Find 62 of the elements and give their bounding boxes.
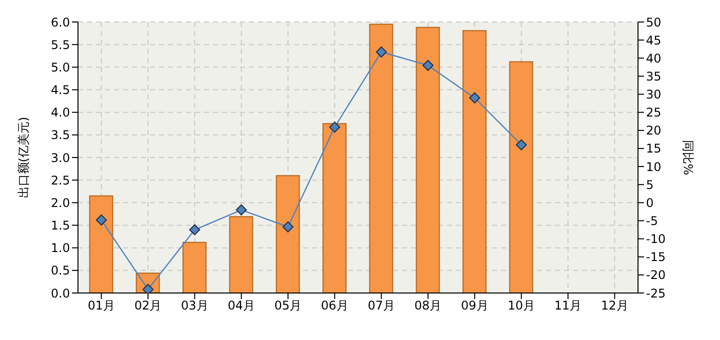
bar	[322, 123, 346, 293]
y-tick-label: 2.0	[50, 196, 70, 210]
y2-tick-label: 50	[646, 15, 662, 30]
x-tick-label: 04月	[228, 298, 255, 313]
bar	[182, 242, 206, 293]
point	[516, 139, 527, 150]
x-tick-label: 11月	[554, 298, 582, 313]
bar	[89, 195, 114, 293]
bar	[509, 61, 534, 293]
point	[376, 46, 387, 58]
x-tick-label: 03月	[181, 298, 208, 313]
bar	[276, 175, 300, 293]
y-tick-label: 6.0	[50, 15, 70, 30]
y-tick-label: 5.5	[50, 38, 70, 52]
bar	[462, 30, 486, 293]
y-tick-label: 2.5	[50, 173, 70, 188]
y2-tick-label: -25	[646, 286, 666, 300]
x-tick-label: 01月	[88, 298, 115, 313]
y2-tick-label: 20	[646, 124, 662, 138]
y2-axis-title: 同比%	[680, 140, 695, 176]
x-tick-label: 05月	[274, 298, 302, 313]
y-tick-label: 1.5	[50, 218, 70, 233]
y2-tick-label: 30	[646, 88, 662, 102]
y-tick-label: 3.0	[50, 150, 70, 165]
point	[96, 214, 107, 226]
y2-tick-label: 25	[646, 106, 662, 120]
y2-tick-label: 35	[646, 69, 662, 84]
y2-tick-label: 0	[646, 196, 654, 210]
y-tick-label: 4.0	[50, 106, 70, 120]
y-tick-label: 3.5	[50, 128, 70, 142]
point	[282, 221, 294, 232]
y2-tick-label: -5	[646, 214, 658, 228]
y2-tick-label: 40	[646, 51, 662, 66]
bar	[416, 26, 440, 293]
point	[142, 284, 154, 293]
point	[236, 204, 247, 216]
x-tick-label: 12月	[601, 298, 628, 313]
x-tick-label: 02月	[134, 298, 162, 313]
y-tick-label: 4.5	[50, 83, 70, 98]
y-tick-label: 1.0	[50, 241, 70, 256]
x-tick-label: 07月	[368, 298, 395, 313]
y-axis-title: 出口额(亿美元)	[16, 116, 30, 198]
x-tick-label: 09月	[461, 298, 488, 313]
x-tick-label: 06月	[321, 298, 348, 313]
x-tick-label: 08月	[414, 298, 442, 313]
point	[189, 224, 200, 236]
bar	[229, 216, 254, 293]
y2-tick-label: -10	[646, 232, 666, 246]
y-tick-label: 0.0	[50, 286, 70, 300]
y2-tick-label: 45	[646, 33, 662, 48]
y-tick-label: 0.5	[50, 264, 70, 278]
y2-tick-label: 10	[646, 160, 662, 174]
x-tick-label: 10月	[508, 298, 535, 313]
y2-tick-label: 15	[646, 142, 662, 156]
point	[469, 92, 480, 104]
y2-tick-label: -15	[646, 250, 666, 264]
y-tick-label: 5.0	[50, 60, 70, 74]
y2-tick-label: -20	[646, 268, 666, 282]
point	[422, 60, 434, 71]
point	[329, 122, 340, 133]
bar	[369, 24, 394, 293]
y2-tick-label: 5	[646, 178, 654, 192]
